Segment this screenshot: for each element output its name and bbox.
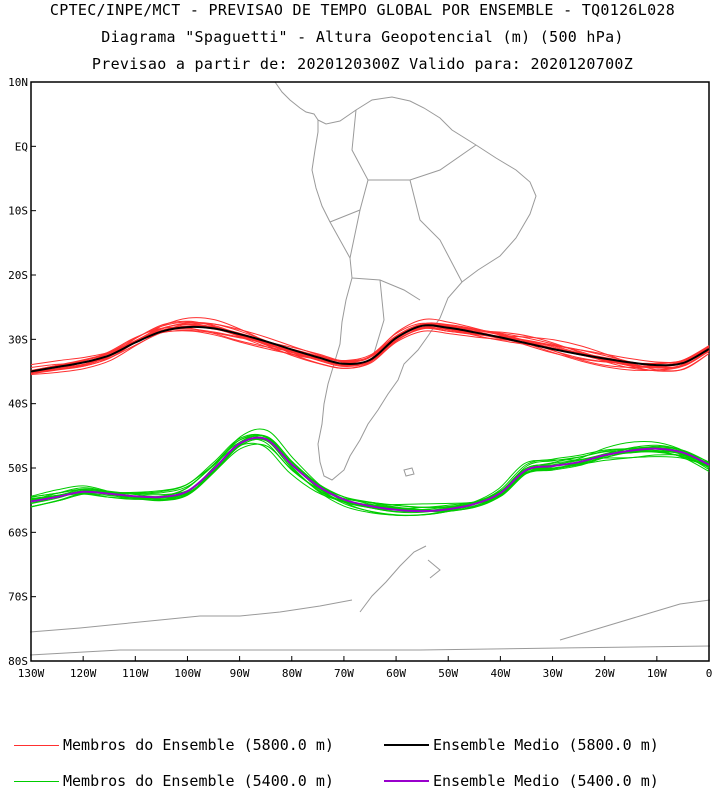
member-line-5400 (30, 443, 710, 508)
y-tick-label: EQ (15, 140, 28, 153)
member-line-5400 (30, 438, 710, 506)
y-tick-label: 50S (8, 462, 28, 475)
x-tick-label: 110W (122, 667, 149, 680)
chart-title-line-3: Previsao a partir de: 2020120300Z Valido… (91, 55, 634, 73)
x-tick-label: 60W (386, 667, 406, 680)
member-line-5800 (30, 325, 710, 374)
legend-label: Ensemble Medio (5800.0 m) (433, 736, 659, 754)
member-line-5800 (30, 322, 710, 372)
x-tick-label: 20W (595, 667, 615, 680)
x-tick-label: 120W (70, 667, 97, 680)
legend-entry-members-5800: Membros do Ensemble (5800.0 m) (14, 736, 334, 754)
y-tick-label: 10N (8, 76, 28, 89)
ensemble-members (30, 317, 710, 517)
x-tick-label: 80W (282, 667, 302, 680)
chart-axes (30, 81, 710, 662)
legend-swatch-green (14, 780, 59, 782)
legend-entry-members-5400: Membros do Ensemble (5400.0 m) (14, 772, 334, 790)
x-tick-label: 0 (706, 667, 713, 680)
x-tick-label: 30W (543, 667, 563, 680)
x-tick-label: 50W (438, 667, 458, 680)
y-tick-label: 10S (8, 205, 28, 218)
legend-label: Ensemble Medio (5400.0 m) (433, 772, 659, 790)
axis-tick-labels: 130W 120W 110W 100W 90W 80W 70W 60W 50W 40W 30W 20W… (8, 76, 712, 680)
coastline-map (29, 81, 711, 656)
legend-label: Membros do Ensemble (5400.0 m) (63, 772, 334, 790)
ensemble-means (30, 324, 710, 513)
x-tick-label: 90W (230, 667, 250, 680)
y-tick-label: 80S (8, 655, 28, 668)
member-line-5400 (30, 436, 710, 514)
legend-label: Membros do Ensemble (5800.0 m) (63, 736, 334, 754)
legend-swatch-purple (384, 780, 429, 782)
y-tick-label: 70S (8, 591, 28, 604)
y-tick-label: 60S (8, 526, 28, 539)
member-line-5800 (30, 325, 710, 373)
legend-swatch-black (384, 744, 429, 746)
chart-title-line-2: Diagrama "Spaguetti" - Altura Geopotenci… (101, 28, 624, 46)
y-tick-label: 40S (8, 398, 28, 411)
x-tick-label: 10W (647, 667, 667, 680)
x-tick-label: 70W (334, 667, 354, 680)
spaghetti-chart: 130W 120W 110W 100W 90W 80W 70W 60W 50W 40W 30W 20W… (8, 76, 712, 680)
legend-swatch-red (14, 744, 59, 746)
legend-entry-mean-5800: Ensemble Medio (5800.0 m) (384, 736, 659, 754)
chart-title-line-1: CPTEC/INPE/MCT - PREVISAO DE TEMPO GLOBA… (49, 1, 676, 19)
x-tick-label: 130W (18, 667, 45, 680)
member-line-5400 (30, 434, 710, 513)
x-tick-label: 40W (490, 667, 510, 680)
member-line-5800 (30, 324, 710, 372)
y-tick-label: 20S (8, 269, 28, 282)
legend-entry-mean-5400: Ensemble Medio (5400.0 m) (384, 772, 659, 790)
mean-line-5400 (30, 436, 710, 513)
x-tick-label: 100W (174, 667, 201, 680)
member-line-5400 (30, 434, 710, 516)
mean-line-5800 (30, 324, 710, 373)
y-tick-label: 30S (8, 333, 28, 346)
plot-frame (30, 81, 710, 662)
